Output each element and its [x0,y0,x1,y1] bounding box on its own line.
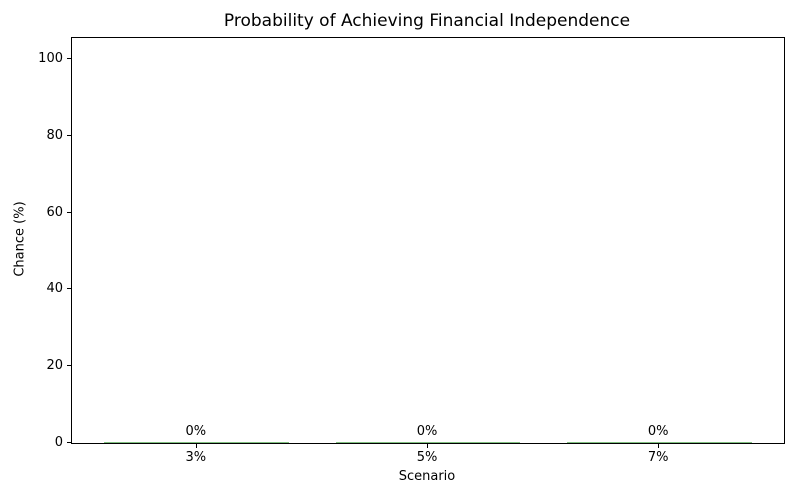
y-tick-mark [67,365,71,367]
y-tick-label: 40 [46,281,63,297]
x-tick-mark [427,444,428,448]
y-tick-label: 0 [54,435,63,450]
bar [335,441,521,443]
x-tick-mark [658,444,660,448]
y-tick-mark [67,288,71,290]
bar [566,441,752,443]
y-tick-mark [67,58,71,60]
y-tick-label: 60 [46,204,63,220]
x-tick-label: 5% [416,450,438,465]
y-tick-mark [67,134,71,136]
y-tick-label: 80 [46,127,63,143]
y-tick-mark [67,211,71,213]
y-tick-mark [67,442,71,443]
bar [104,441,290,443]
y-tick-label: 20 [46,358,63,374]
x-tick-label: 3% [185,450,207,465]
x-tick-label: 7% [647,450,669,465]
bar-value-label: 0% [647,424,669,439]
bar-value-label: 0% [185,424,207,439]
y-axis-label: Chance (%) [12,201,28,277]
x-tick-mark [195,444,197,448]
chart-title: Probability of Achieving Financial Indep… [223,11,631,31]
x-axis-label: Scenario [398,469,456,484]
plot-area [71,37,785,444]
bar-value-label: 0% [416,424,438,439]
y-tick-label: 100 [38,51,63,67]
